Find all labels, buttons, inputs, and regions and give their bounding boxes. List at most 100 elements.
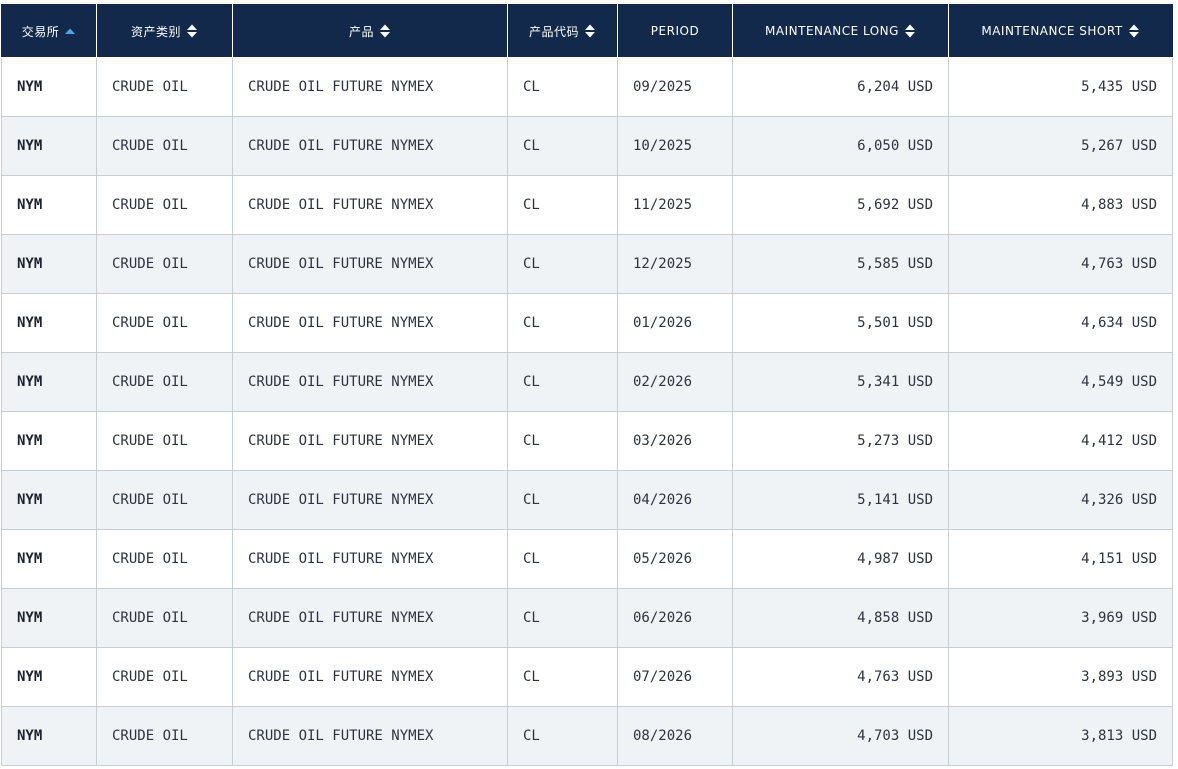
sort-icon bbox=[1128, 24, 1139, 38]
table-header: 交易所 资产类别 产品 bbox=[1, 4, 1173, 58]
cell-product: CRUDE OIL FUTURE NYMEX bbox=[232, 57, 508, 117]
cell-maintenance-long: 4,858 USD bbox=[732, 588, 949, 648]
cell-period: 04/2026 bbox=[617, 470, 733, 530]
cell-period: 05/2026 bbox=[617, 529, 733, 589]
column-header-label: 资产类别 bbox=[130, 24, 181, 39]
cell-maintenance-short: 4,549 USD bbox=[948, 352, 1173, 412]
cell-asset-class: CRUDE OIL bbox=[96, 175, 233, 235]
cell-maintenance-long: 5,501 USD bbox=[732, 293, 949, 353]
cell-maintenance-short: 5,435 USD bbox=[948, 57, 1173, 117]
cell-maintenance-long: 5,141 USD bbox=[732, 470, 949, 530]
cell-maintenance-long: 6,204 USD bbox=[732, 57, 949, 117]
column-header-period: PERIOD bbox=[617, 4, 733, 58]
cell-maintenance-short: 4,883 USD bbox=[948, 175, 1173, 235]
cell-asset-class: CRUDE OIL bbox=[96, 588, 233, 648]
cell-maintenance-long: 5,692 USD bbox=[732, 175, 949, 235]
cell-exchange: NYM bbox=[1, 588, 97, 648]
sort-icon bbox=[187, 24, 197, 38]
cell-product-code: CL bbox=[507, 470, 618, 530]
margin-requirements-table: 交易所 资产类别 产品 bbox=[1, 4, 1173, 766]
cell-exchange: NYM bbox=[1, 352, 97, 412]
table-row: NYM CRUDE OIL CRUDE OIL FUTURE NYMEX CL … bbox=[1, 293, 1173, 353]
header-row: 交易所 资产类别 产品 bbox=[1, 4, 1173, 58]
cell-period: 11/2025 bbox=[617, 175, 733, 235]
column-header-asset-class[interactable]: 资产类别 bbox=[96, 4, 233, 58]
cell-exchange: NYM bbox=[1, 529, 97, 589]
column-header-label: 产品代码 bbox=[528, 24, 579, 39]
cell-asset-class: CRUDE OIL bbox=[96, 116, 233, 176]
cell-product-code: CL bbox=[507, 706, 618, 766]
cell-maintenance-short: 4,151 USD bbox=[948, 529, 1173, 589]
cell-exchange: NYM bbox=[1, 411, 97, 471]
sort-icon bbox=[585, 24, 595, 38]
cell-product: CRUDE OIL FUTURE NYMEX bbox=[232, 352, 508, 412]
cell-maintenance-long: 4,703 USD bbox=[732, 706, 949, 766]
table-row: NYM CRUDE OIL CRUDE OIL FUTURE NYMEX CL … bbox=[1, 647, 1173, 707]
cell-product-code: CL bbox=[507, 293, 618, 353]
cell-product-code: CL bbox=[507, 411, 618, 471]
table-row: NYM CRUDE OIL CRUDE OIL FUTURE NYMEX CL … bbox=[1, 234, 1173, 294]
cell-period: 01/2026 bbox=[617, 293, 733, 353]
cell-period: 03/2026 bbox=[617, 411, 733, 471]
cell-maintenance-long: 4,763 USD bbox=[732, 647, 949, 707]
table-row: NYM CRUDE OIL CRUDE OIL FUTURE NYMEX CL … bbox=[1, 116, 1173, 176]
cell-product-code: CL bbox=[507, 234, 618, 294]
cell-product-code: CL bbox=[507, 529, 618, 589]
cell-asset-class: CRUDE OIL bbox=[96, 706, 233, 766]
cell-product: CRUDE OIL FUTURE NYMEX bbox=[232, 116, 508, 176]
table-row: NYM CRUDE OIL CRUDE OIL FUTURE NYMEX CL … bbox=[1, 352, 1173, 412]
cell-asset-class: CRUDE OIL bbox=[96, 352, 233, 412]
cell-exchange: NYM bbox=[1, 175, 97, 235]
cell-exchange: NYM bbox=[1, 116, 97, 176]
cell-exchange: NYM bbox=[1, 706, 97, 766]
cell-maintenance-long: 5,273 USD bbox=[732, 411, 949, 471]
cell-product: CRUDE OIL FUTURE NYMEX bbox=[232, 588, 508, 648]
cell-product-code: CL bbox=[507, 57, 618, 117]
table-row: NYM CRUDE OIL CRUDE OIL FUTURE NYMEX CL … bbox=[1, 588, 1173, 648]
cell-maintenance-short: 3,893 USD bbox=[948, 647, 1173, 707]
cell-maintenance-long: 5,341 USD bbox=[732, 352, 949, 412]
cell-maintenance-long: 6,050 USD bbox=[732, 116, 949, 176]
cell-product: CRUDE OIL FUTURE NYMEX bbox=[232, 647, 508, 707]
table-row: NYM CRUDE OIL CRUDE OIL FUTURE NYMEX CL … bbox=[1, 529, 1173, 589]
sort-icon bbox=[904, 24, 915, 38]
cell-asset-class: CRUDE OIL bbox=[96, 411, 233, 471]
cell-asset-class: CRUDE OIL bbox=[96, 529, 233, 589]
cell-product-code: CL bbox=[507, 588, 618, 648]
cell-product: CRUDE OIL FUTURE NYMEX bbox=[232, 529, 508, 589]
table-row: NYM CRUDE OIL CRUDE OIL FUTURE NYMEX CL … bbox=[1, 706, 1173, 766]
cell-product-code: CL bbox=[507, 647, 618, 707]
cell-period: 10/2025 bbox=[617, 116, 733, 176]
cell-product: CRUDE OIL FUTURE NYMEX bbox=[232, 293, 508, 353]
cell-period: 12/2025 bbox=[617, 234, 733, 294]
cell-period: 02/2026 bbox=[617, 352, 733, 412]
cell-product-code: CL bbox=[507, 116, 618, 176]
column-header-exchange[interactable]: 交易所 bbox=[1, 4, 97, 58]
cell-period: 07/2026 bbox=[617, 647, 733, 707]
cell-asset-class: CRUDE OIL bbox=[96, 647, 233, 707]
table-body: NYM CRUDE OIL CRUDE OIL FUTURE NYMEX CL … bbox=[1, 57, 1173, 766]
cell-maintenance-short: 3,813 USD bbox=[948, 706, 1173, 766]
cell-period: 06/2026 bbox=[617, 588, 733, 648]
cell-product: CRUDE OIL FUTURE NYMEX bbox=[232, 175, 508, 235]
column-header-product-code[interactable]: 产品代码 bbox=[507, 4, 618, 58]
cell-asset-class: CRUDE OIL bbox=[96, 234, 233, 294]
cell-asset-class: CRUDE OIL bbox=[96, 470, 233, 530]
cell-exchange: NYM bbox=[1, 234, 97, 294]
column-header-product[interactable]: 产品 bbox=[232, 4, 508, 58]
column-header-label: MAINTENANCE SHORT bbox=[981, 24, 1123, 38]
cell-maintenance-long: 4,987 USD bbox=[732, 529, 949, 589]
column-header-label: MAINTENANCE LONG bbox=[765, 24, 899, 38]
cell-product: CRUDE OIL FUTURE NYMEX bbox=[232, 470, 508, 530]
cell-maintenance-short: 4,634 USD bbox=[948, 293, 1173, 353]
cell-maintenance-short: 4,412 USD bbox=[948, 411, 1173, 471]
cell-maintenance-long: 5,585 USD bbox=[732, 234, 949, 294]
cell-product: CRUDE OIL FUTURE NYMEX bbox=[232, 706, 508, 766]
cell-asset-class: CRUDE OIL bbox=[96, 293, 233, 353]
cell-maintenance-short: 4,326 USD bbox=[948, 470, 1173, 530]
column-header-maintenance-long[interactable]: MAINTENANCE LONG bbox=[732, 4, 949, 58]
cell-product-code: CL bbox=[507, 175, 618, 235]
cell-exchange: NYM bbox=[1, 470, 97, 530]
table-row: NYM CRUDE OIL CRUDE OIL FUTURE NYMEX CL … bbox=[1, 175, 1173, 235]
column-header-maintenance-short[interactable]: MAINTENANCE SHORT bbox=[948, 4, 1173, 58]
